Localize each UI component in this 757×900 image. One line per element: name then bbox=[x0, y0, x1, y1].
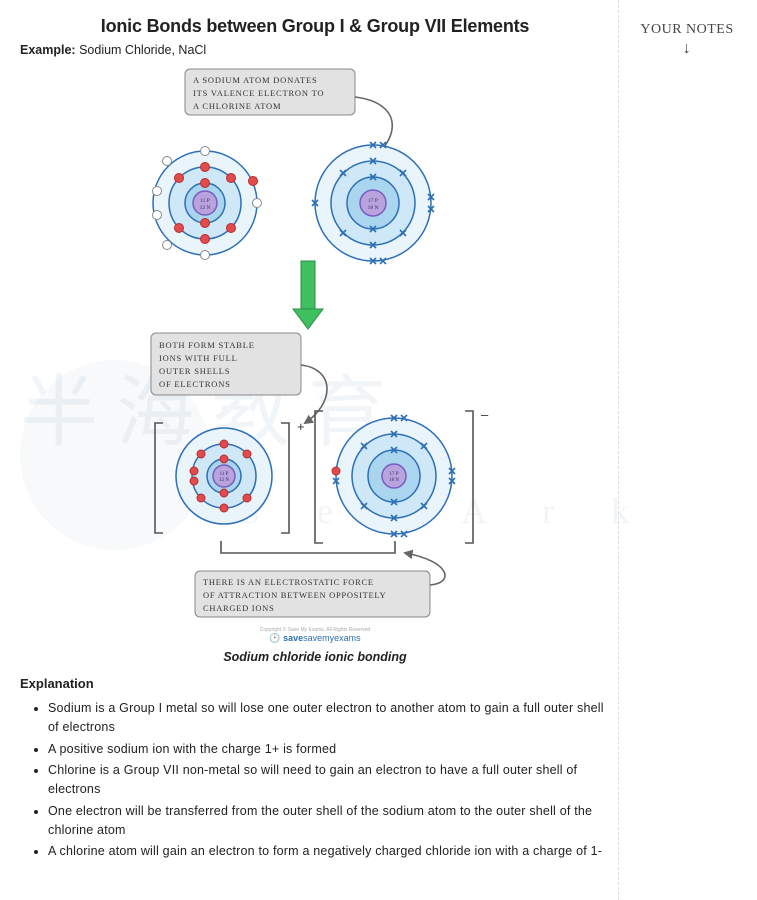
vertical-divider bbox=[618, 0, 619, 900]
list-item: Chlorine is a Group VII non-metal so wil… bbox=[48, 761, 610, 799]
example-text: Sodium Chloride, NaCl bbox=[79, 43, 206, 57]
svg-text:18 N: 18 N bbox=[389, 478, 399, 483]
chlorine-atom-top: 17 P 18 N bbox=[312, 142, 434, 264]
svg-text:12 N: 12 N bbox=[219, 478, 229, 483]
svg-text:18 N: 18 N bbox=[368, 205, 379, 211]
svg-text:–: – bbox=[481, 407, 489, 422]
main-column: Ionic Bonds between Group I & Group VII … bbox=[20, 16, 610, 864]
list-item: A positive sodium ion with the charge 1+… bbox=[48, 740, 610, 759]
curved-arrow-2 bbox=[301, 365, 327, 423]
diagram-caption: Sodium chloride ionic bonding bbox=[20, 650, 610, 664]
svg-text:11 P: 11 P bbox=[220, 472, 229, 477]
chloride-ion: – 17 P 18 N bbox=[315, 407, 489, 543]
svg-text:17 P: 17 P bbox=[368, 198, 378, 204]
sme-attribution: Copyright © Save My Exams. All Rights Re… bbox=[105, 627, 525, 644]
svg-text:12 N: 12 N bbox=[200, 205, 211, 211]
svg-text:+: + bbox=[297, 419, 305, 434]
list-item: One electron will be transferred from th… bbox=[48, 802, 610, 840]
textbox-3: THERE IS AN ELECTROSTATIC FORCE OF ATTRA… bbox=[195, 571, 430, 617]
sodium-ion: + 11 P 12 N bbox=[155, 419, 305, 533]
example-label: Example: bbox=[20, 43, 76, 57]
textbox-2: BOTH FORM STABLE IONS WITH FULL OUTER SH… bbox=[151, 333, 301, 395]
notes-column: YOUR NOTES ↓ bbox=[627, 22, 747, 58]
explanation-heading: Explanation bbox=[20, 676, 610, 691]
svg-text:17 P: 17 P bbox=[389, 472, 398, 477]
page-title: Ionic Bonds between Group I & Group VII … bbox=[20, 16, 610, 37]
svg-text:11 P: 11 P bbox=[200, 198, 210, 204]
textbox-1: A SODIUM ATOM DONATES ITS VALENCE ELECTR… bbox=[185, 69, 355, 115]
sodium-atom-top: 11 P 12 N bbox=[153, 147, 262, 260]
notes-label: YOUR NOTES bbox=[627, 22, 747, 38]
green-arrow-icon bbox=[293, 261, 323, 329]
explanation-list: Sodium is a Group I metal so will lose o… bbox=[20, 699, 610, 861]
diagram: A SODIUM ATOM DONATES ITS VALENCE ELECTR… bbox=[105, 63, 525, 644]
list-item: Sodium is a Group I metal so will lose o… bbox=[48, 699, 610, 737]
example-line: Example: Sodium Chloride, NaCl bbox=[20, 43, 610, 57]
diagram-svg: A SODIUM ATOM DONATES ITS VALENCE ELECTR… bbox=[105, 63, 525, 623]
list-item: A chlorine atom will gain an electron to… bbox=[48, 842, 610, 861]
ion-connector bbox=[221, 541, 395, 553]
notes-arrow-icon: ↓ bbox=[627, 40, 747, 58]
